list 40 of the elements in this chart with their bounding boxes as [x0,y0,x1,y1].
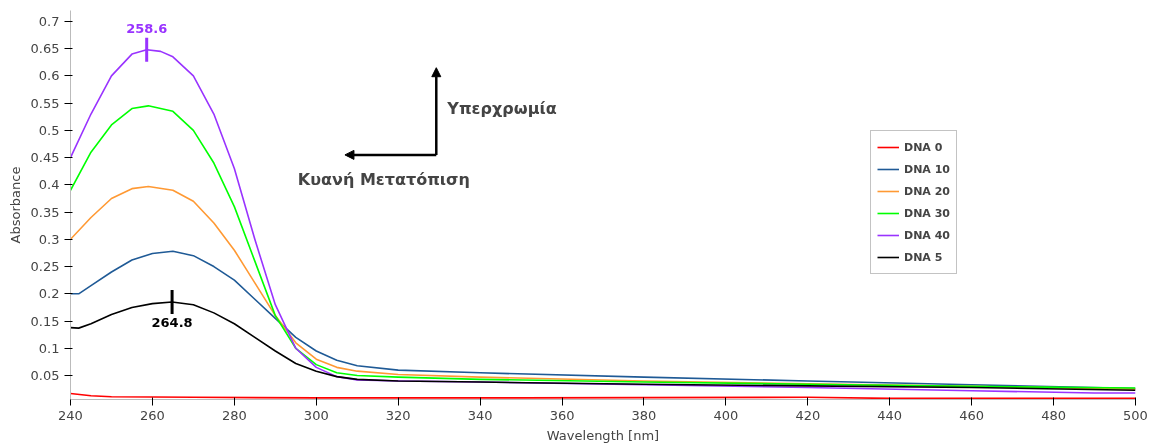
x-tick-label: 480 [1041,407,1066,423]
x-axis-title: Wavelength [nm] [546,427,660,443]
annotation: 258.6 [126,21,168,37]
legend-label: DNA 40 [904,228,950,242]
y-tick-label: 0.7 [38,13,60,29]
x-tick-label: 320 [385,407,411,423]
annotation: 264.8 [151,315,193,331]
y-tick-label: 0.5 [38,122,60,138]
annotation: Κυανή Μετατόπιση [297,169,470,189]
legend-label: DNA 10 [904,162,950,176]
x-tick-label: 400 [713,407,739,423]
y-tick-label: 0.4 [38,177,60,193]
x-tick-label: 500 [1123,407,1148,423]
x-tick-label: 300 [303,407,329,423]
x-tick-label: 280 [221,407,247,423]
y-tick-label: 0.05 [30,368,60,384]
x-tick-label: 420 [795,407,821,423]
y-tick-label: 0.3 [38,231,60,247]
y-tick-label: 0.1 [38,340,60,356]
y-tick-label: 0.45 [30,150,60,166]
x-tick-label: 440 [877,407,903,423]
y-tick-label: 0.25 [30,259,60,275]
y-tick-label: 0.6 [38,68,60,84]
annotation: Υπερχρωμία [446,99,557,119]
x-tick-label: 340 [467,407,493,423]
x-tick-label: 360 [549,407,575,423]
x-tick-label: 260 [140,407,165,423]
y-tick-label: 0.35 [30,204,60,220]
x-tick-label: 240 [58,407,83,423]
y-tick-label: 0.2 [38,286,60,302]
x-tick-label: 460 [959,407,985,423]
legend-label: DNA 20 [904,184,950,198]
y-tick-label: 0.55 [30,95,60,111]
y-tick-label: 0.15 [30,313,60,329]
legend-label: DNA 0 [904,140,943,154]
legend-label: DNA 5 [904,250,943,264]
legend-label: DNA 30 [904,206,950,220]
x-tick-label: 380 [631,407,657,423]
y-axis-title: Absorbance [7,166,23,244]
y-tick-label: 0.65 [30,41,60,57]
